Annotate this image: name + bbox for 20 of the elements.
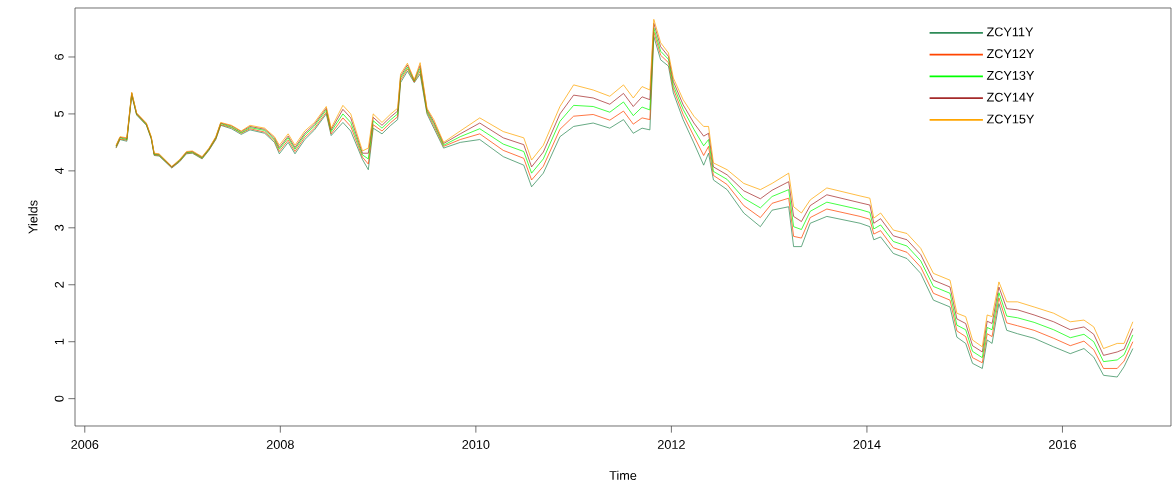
x-tick-label: 2016 [1049,440,1076,449]
y-tick-label: 0 [54,395,64,402]
x-tick-label: 2006 [71,440,99,449]
legend-label: ZCY12Y [986,49,1035,59]
y-tick-label: 2 [54,281,64,288]
legend-label: ZCY13Y [986,70,1035,80]
x-axis-title: Time [609,470,637,480]
legend-label: ZCY11Y [986,27,1034,37]
y-tick-label: 5 [54,110,64,117]
legend-label: ZCY15Y [986,114,1035,124]
x-tick-label: 2010 [462,440,490,449]
y-tick-label: 6 [54,54,64,60]
y-axis-title: Yields [28,200,38,234]
y-tick-label: 1 [54,338,64,345]
x-tick-label: 2012 [657,440,685,449]
x-tick-label: 2014 [853,440,881,449]
y-tick-label: 3 [54,224,64,231]
legend-label: ZCY14Y [986,92,1035,102]
y-tick-label: 4 [54,167,64,175]
x-tick-label: 2008 [266,440,294,449]
